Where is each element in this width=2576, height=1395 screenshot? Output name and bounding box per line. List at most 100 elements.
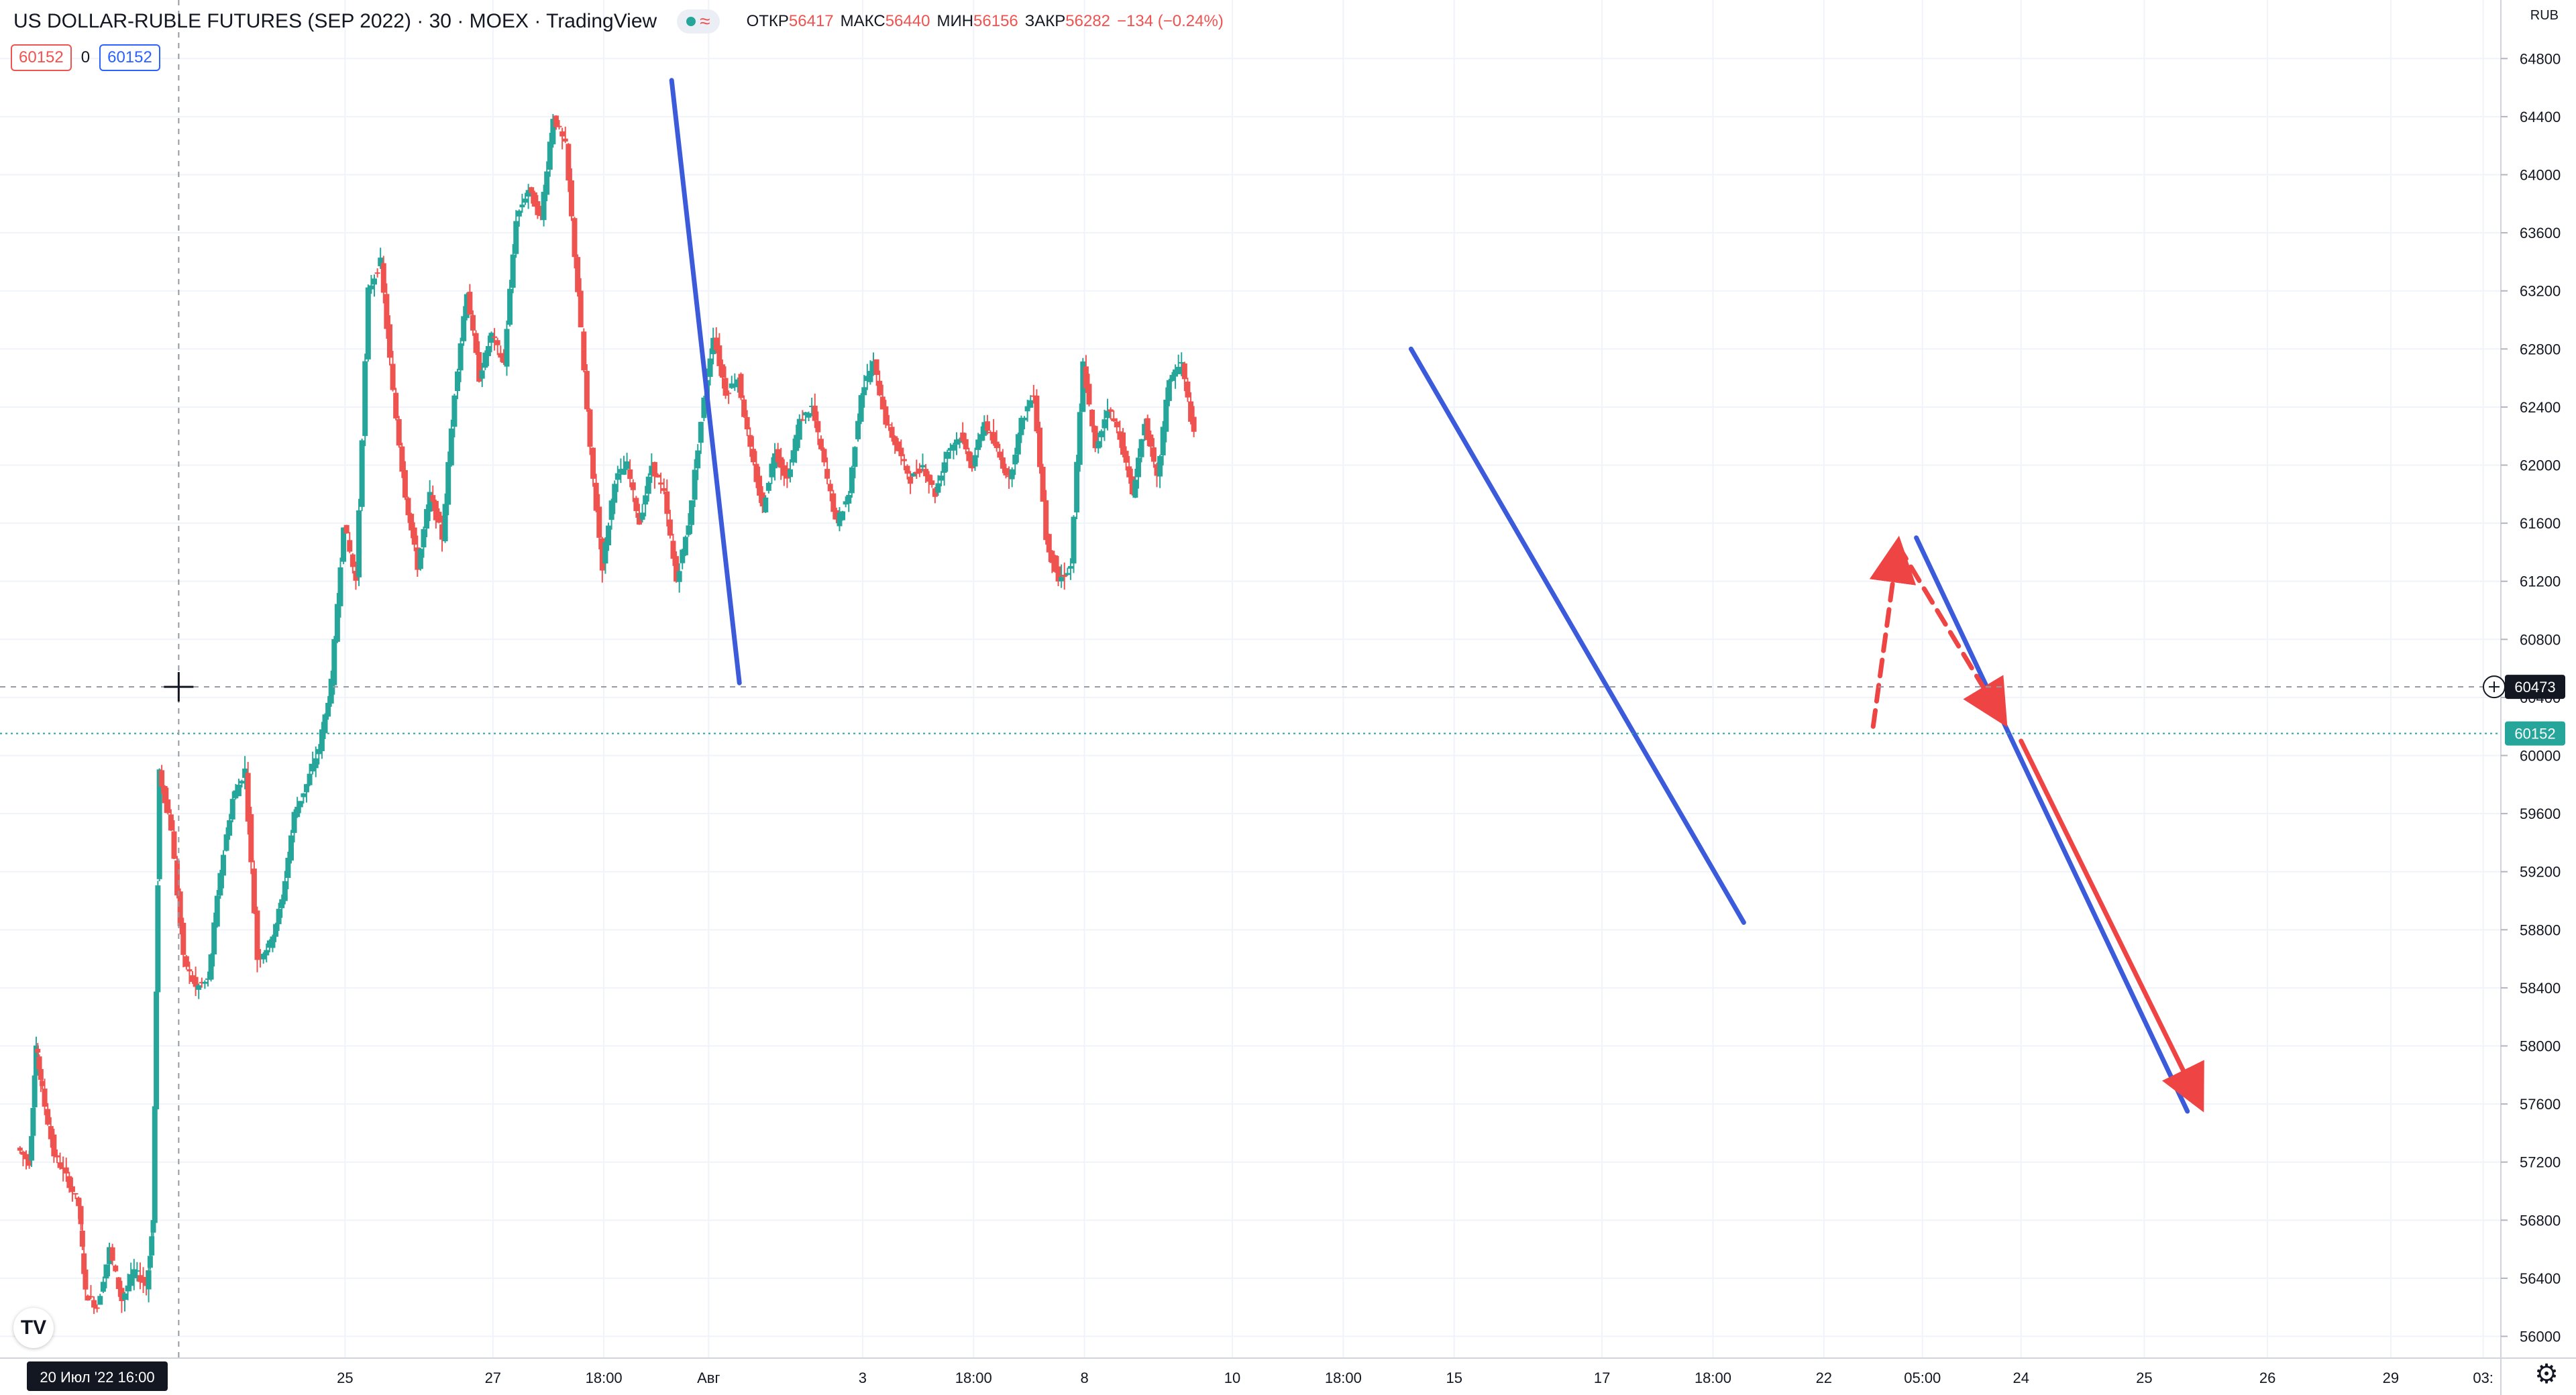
candle-body — [1191, 416, 1197, 432]
candle-body — [987, 431, 994, 433]
candle-body — [362, 361, 368, 437]
candle-body — [529, 187, 535, 193]
candle-body — [593, 482, 599, 511]
candle-body — [341, 527, 347, 562]
candle-body — [1102, 419, 1108, 429]
candle-body — [547, 142, 553, 170]
candle-body — [325, 702, 331, 717]
symbol-title[interactable]: US DOLLAR-RUBLE FUTURES (SEP 2022) · 30 … — [13, 10, 657, 32]
candle-body — [581, 331, 587, 371]
candle-body — [125, 1285, 131, 1292]
candle-body — [741, 399, 747, 417]
candle-body — [713, 337, 719, 350]
candle-body — [572, 218, 578, 258]
ohlc-open-value: 56417 — [788, 12, 834, 30]
candle-body — [680, 549, 686, 563]
candle-body — [57, 1162, 63, 1168]
trendline-blue — [1914, 535, 2190, 1114]
price-tick-label: 56400 — [2520, 1270, 2561, 1287]
candle-body — [171, 831, 177, 859]
candle-body — [726, 392, 732, 394]
candle-body — [664, 491, 670, 514]
candle-body — [134, 1270, 140, 1272]
candle-body — [969, 457, 975, 469]
candle-body — [885, 424, 892, 426]
candle-body — [448, 428, 454, 465]
candle-body — [732, 384, 738, 388]
candle-body — [156, 769, 162, 879]
candle-body — [461, 316, 467, 341]
price-tick-label: 60800 — [2520, 631, 2561, 648]
candle-body — [1132, 480, 1138, 498]
ohlc-high-value: 56440 — [885, 12, 930, 30]
candle-body — [402, 469, 408, 498]
candle-body — [310, 763, 316, 772]
candle-body — [26, 1157, 32, 1166]
candle-body — [313, 758, 319, 769]
candle-body — [827, 484, 833, 492]
candle-body — [211, 922, 217, 955]
candle-body — [966, 451, 972, 461]
candle-body — [122, 1293, 127, 1300]
time-tick-label: 18:00 — [586, 1370, 623, 1386]
ohlc-high-label: МАКС — [840, 12, 885, 30]
candle-body — [1142, 424, 1148, 436]
price-tick-label: 63200 — [2520, 283, 2561, 300]
candle-body — [627, 469, 633, 480]
candle-body — [301, 793, 307, 797]
candle-body — [343, 524, 350, 534]
time-tick-label: 26 — [2259, 1370, 2275, 1386]
candle-body — [1095, 441, 1102, 449]
candle-body — [458, 343, 464, 371]
candle-body — [510, 254, 516, 288]
price-tick-label: 62800 — [2520, 341, 2561, 357]
candle-body — [399, 446, 405, 472]
candle-body — [618, 469, 624, 473]
candle-body — [606, 525, 612, 546]
candle-body — [843, 501, 849, 505]
candle-body — [584, 371, 590, 410]
candle-body — [1148, 434, 1154, 447]
candle-body — [337, 567, 343, 606]
price-tick-label: 59600 — [2520, 805, 2561, 822]
candle-body — [439, 524, 445, 540]
candle-body — [523, 199, 529, 203]
candle-body — [1163, 399, 1169, 432]
candle-body — [809, 405, 815, 407]
tradingview-logo[interactable]: TV — [13, 1308, 54, 1348]
candle-body — [978, 434, 984, 441]
candle-body — [513, 221, 519, 254]
candle-body — [1012, 454, 1018, 465]
ask-button[interactable]: 60152 — [99, 44, 160, 71]
candle-body — [916, 468, 922, 473]
candle-body — [833, 510, 839, 520]
candle-body — [790, 450, 796, 463]
currency-label[interactable]: RUB — [2530, 8, 2559, 23]
gear-icon[interactable]: ⚙ — [2534, 1359, 2559, 1389]
candle-body — [757, 476, 763, 496]
candle-body — [1077, 412, 1083, 465]
price-tick-label: 64000 — [2520, 167, 2561, 184]
status-pill[interactable]: ≈ — [677, 9, 720, 34]
candle-body — [920, 465, 926, 467]
candle-body — [150, 1220, 156, 1233]
candle-body — [29, 1135, 35, 1161]
bid-button[interactable]: 60152 — [11, 44, 72, 71]
candle-body — [830, 493, 837, 512]
trendline-blue — [1408, 346, 1746, 925]
candle-body — [904, 465, 910, 474]
candle-body — [633, 498, 639, 512]
candle-body — [239, 781, 245, 784]
candle-body — [137, 1275, 143, 1282]
candle-body — [1030, 395, 1036, 397]
candle-body — [735, 379, 741, 386]
candle-body — [873, 359, 879, 375]
candle-body — [1098, 431, 1104, 437]
candle-body — [100, 1282, 106, 1292]
candle-body — [42, 1089, 48, 1107]
candle-body — [658, 482, 664, 485]
candle-body — [781, 465, 787, 476]
candle-body — [451, 395, 458, 427]
